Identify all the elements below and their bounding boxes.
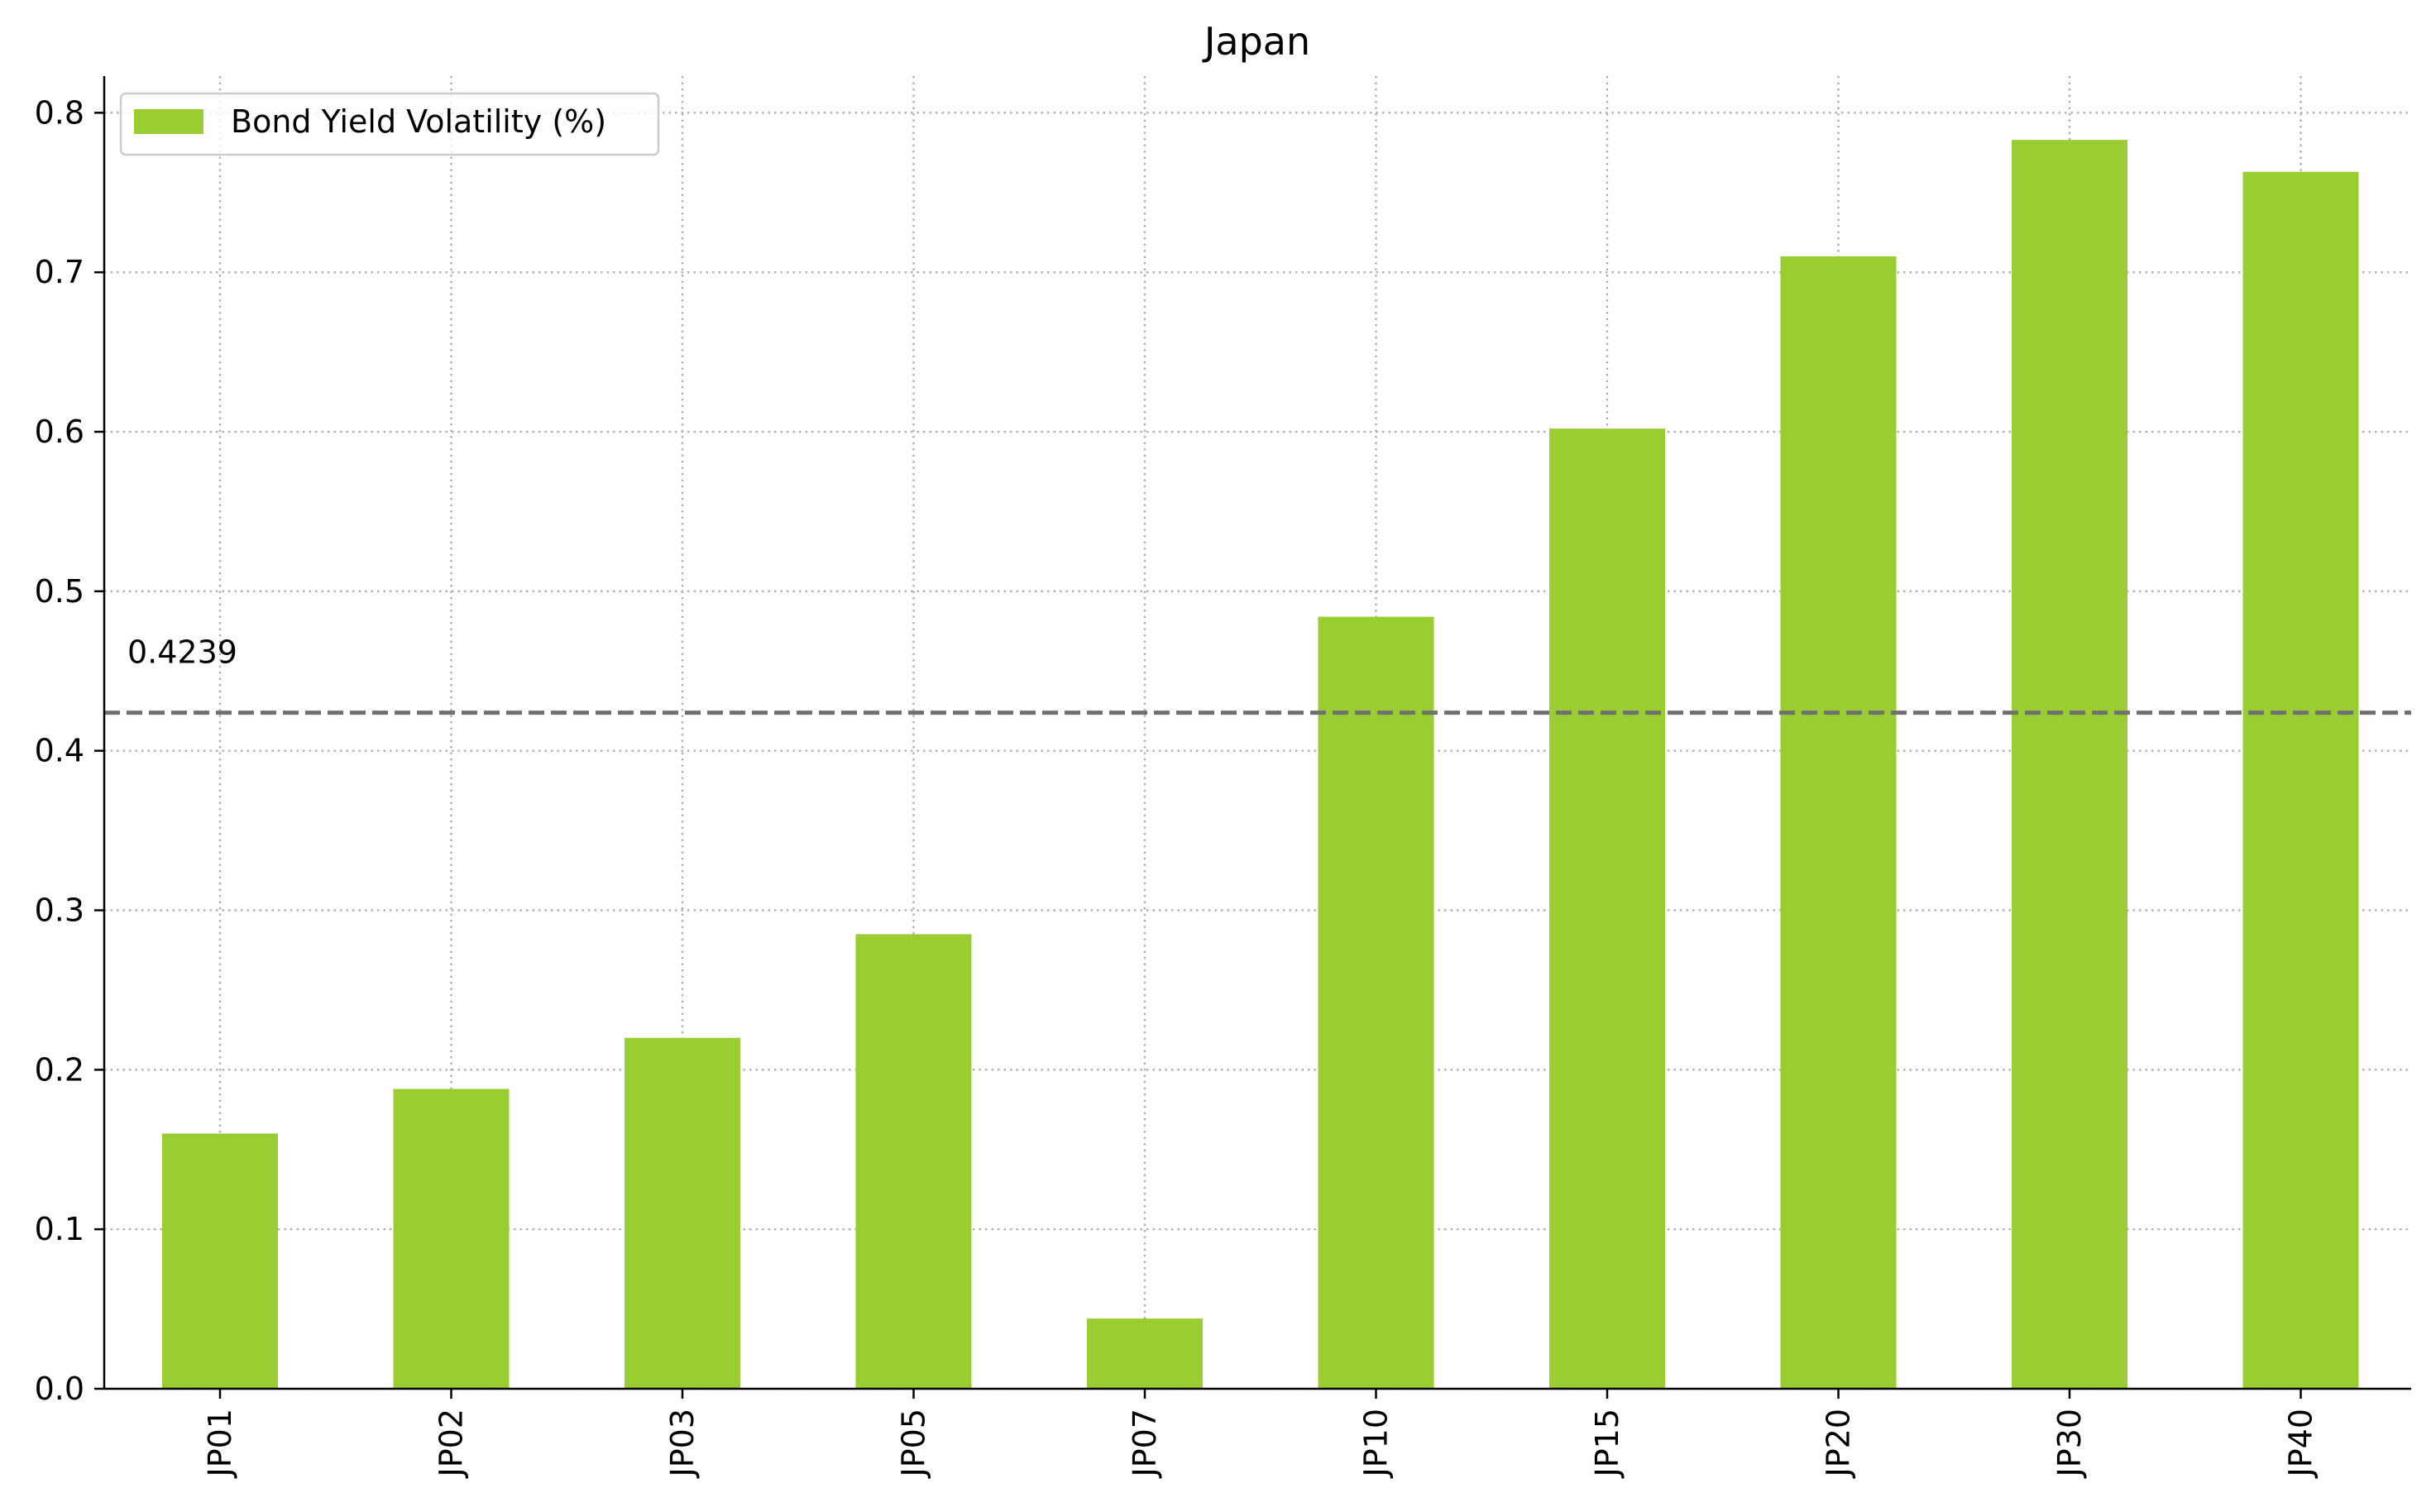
- legend-swatch: [134, 109, 203, 134]
- bar: [855, 934, 972, 1389]
- y-tick-label: 0.0: [35, 1371, 84, 1407]
- x-tick-label: JP01: [202, 1409, 238, 1478]
- x-tick-label: JP02: [433, 1409, 470, 1478]
- legend: Bond Yield Volatility (%): [119, 92, 660, 156]
- y-tick-label: 0.6: [35, 414, 84, 450]
- y-tick-label: 0.3: [35, 892, 84, 929]
- bars: [162, 140, 2359, 1389]
- x-tick-label: JP05: [896, 1409, 932, 1478]
- y-tick-label: 0.1: [35, 1211, 84, 1247]
- y-tick-label: 0.5: [35, 573, 84, 610]
- bar: [625, 1037, 740, 1389]
- bar: [162, 1133, 278, 1389]
- x-tick-label: JP20: [1821, 1409, 1857, 1478]
- x-tick-label: JP40: [2283, 1409, 2319, 1478]
- x-tick-label: JP30: [2051, 1409, 2088, 1478]
- legend-box: [119, 92, 660, 156]
- bar: [1780, 256, 1897, 1389]
- legend-label: Bond Yield Volatility (%): [231, 103, 606, 140]
- reference-line-label: 0.4239: [127, 634, 237, 671]
- chart-title: Japan: [1202, 19, 1310, 64]
- bar: [1549, 428, 1665, 1389]
- bar: [1087, 1318, 1203, 1389]
- y-tick-label: 0.7: [35, 254, 84, 290]
- x-tick-label: JP10: [1358, 1409, 1395, 1478]
- x-tick-label: JP03: [664, 1409, 701, 1478]
- axes: 0.0 0.1 0.2 0.3 0.4 0.5 0.6 0.7 0.8 JP01 JP02 JP03 J…: [35, 76, 2411, 1478]
- bar: [2012, 140, 2127, 1389]
- bar: [393, 1089, 510, 1389]
- y-tick-label: 0.4: [35, 733, 84, 769]
- y-tick-label: 0.2: [35, 1051, 84, 1088]
- reference-line-group: 0.4239: [104, 634, 2411, 715]
- x-tick-label: JP15: [1589, 1409, 1625, 1478]
- x-tick-label: JP07: [1127, 1409, 1163, 1478]
- y-tick-label: 0.8: [35, 94, 84, 131]
- bar: [1318, 616, 1434, 1389]
- bar: [2242, 171, 2359, 1389]
